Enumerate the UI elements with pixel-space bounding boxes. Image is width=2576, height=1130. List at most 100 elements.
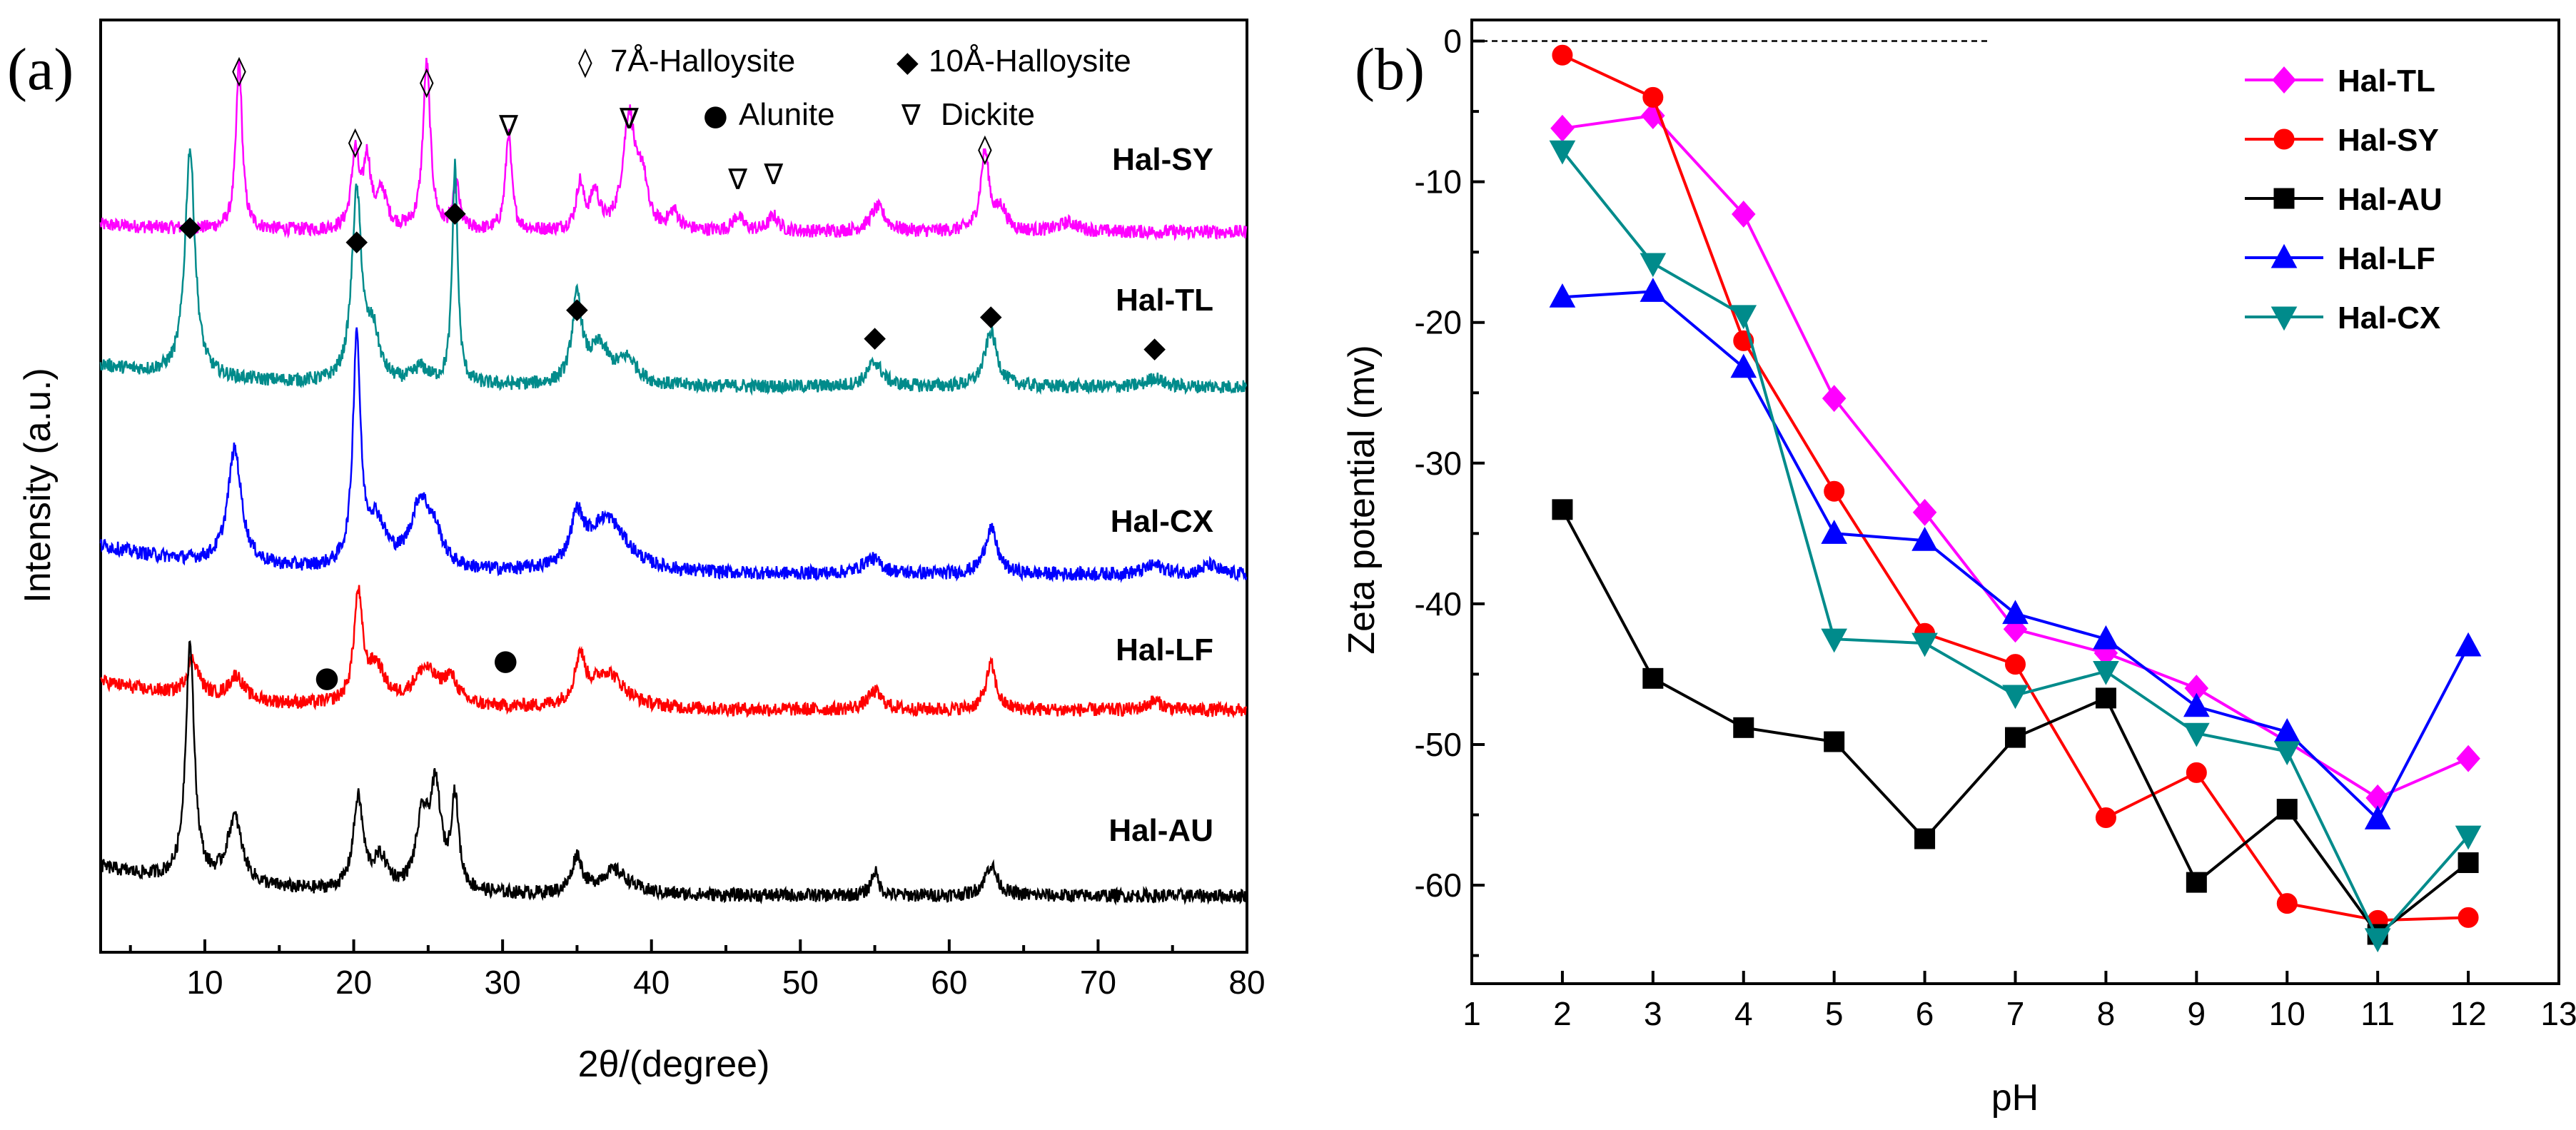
line-hal-cx: [1561, 150, 2470, 942]
point-hal-au-ph12: [2458, 852, 2479, 874]
point-hal-au-ph2: [1552, 499, 1573, 520]
legend-item-hal-tl: Hal-TL: [2245, 64, 2435, 99]
legend-alunite-label: Alunite: [739, 97, 835, 132]
point-hal-cx-ph5: [1821, 628, 1848, 653]
point-hal-au-ph7: [2005, 727, 2026, 748]
point-hal-au-ph3: [1642, 667, 1664, 689]
point-hal-sy-ph5: [1824, 480, 1845, 502]
panel-b-label: (b): [1355, 36, 1425, 103]
peak-marker-7: ◊: [978, 133, 992, 166]
legend-item-hal-sy: Hal-SY: [2245, 123, 2439, 158]
legend-10a-halloysite-symbol: ◆: [896, 46, 919, 79]
b-x-tick-label-7: 7: [2006, 995, 2025, 1032]
series-hal-lf: [1549, 278, 2482, 829]
point-hal-cx-ph10: [2273, 741, 2300, 766]
legend-item-hal-cx: Hal-CX: [2245, 301, 2440, 336]
panel-a-x-ticks: 10 20 30 40 50 60 70 80: [128, 939, 1266, 1001]
legend-label-hal-lf: Hal-LF: [2338, 241, 2435, 276]
x-tick-label-60: 60: [931, 964, 967, 1001]
point-hal-cx-ph12: [2455, 825, 2482, 850]
sample-label-hal-tl: Hal-TL: [1116, 283, 1213, 318]
panel-a-frame: [99, 19, 1248, 954]
x-tick-label-80: 80: [1228, 964, 1265, 1001]
legend-alunite-symbol: ●: [703, 99, 728, 132]
point-hal-sy-ph3: [1642, 86, 1664, 108]
point-hal-cx-ph4: [1730, 305, 1757, 330]
point-hal-sy-ph12: [2458, 907, 2479, 928]
panel-a-y-axis-label: Intensity (a.u.): [17, 368, 59, 602]
peak-marker-12: ◆: [864, 321, 886, 353]
sample-label-hal-au: Hal-AU: [1108, 813, 1213, 848]
legend-dickite-symbol: ∇: [901, 99, 921, 132]
panel-a-x-axis-label: 2θ/(degree): [578, 1044, 770, 1085]
b-x-tick-label-4: 4: [1734, 995, 1753, 1032]
line-hal-au: [1561, 508, 2470, 937]
legend-item-hal-au: Hal-AU: [2245, 182, 2443, 217]
point-hal-lf-ph9: [2183, 692, 2210, 717]
point-hal-cx-ph11: [2364, 928, 2391, 953]
legend-label-hal-cx: Hal-CX: [2338, 301, 2440, 336]
peak-marker-10: ◆: [444, 196, 466, 228]
b-y-tick-label--10: -10: [1415, 163, 1462, 201]
point-hal-au-ph10: [2276, 799, 2298, 820]
point-hal-lf-ph4: [1730, 353, 1757, 378]
series-hal-cx: [1549, 140, 2482, 953]
legend-marker-hal-tl: [2272, 66, 2296, 94]
b-y-tick-label--30: -30: [1415, 445, 1462, 482]
point-hal-cx-ph3: [1640, 253, 1667, 278]
trace-hal-au: [99, 640, 1247, 906]
b-y-tick-label--50: -50: [1415, 726, 1462, 763]
b-x-tick-label-1: 1: [1463, 995, 1481, 1032]
panel-b-y-axis-label: Zeta potential (mv): [1341, 345, 1383, 655]
point-hal-au-ph5: [1824, 731, 1845, 752]
b-x-tick-label-9: 9: [2188, 995, 2206, 1032]
trace-hal-sy: [99, 58, 1248, 241]
peak-marker-4: ∇: [619, 103, 639, 136]
point-hal-tl-ph2: [1550, 114, 1575, 142]
b-x-tick-label-10: 10: [2269, 995, 2305, 1032]
legend-7a-halloysite-label: 7Å-Halloysite: [610, 44, 795, 79]
point-hal-cx-ph9: [2183, 722, 2210, 747]
point-hal-sy-ph9: [2186, 762, 2207, 783]
legend-10a-halloysite-label: 10Å-Halloysite: [929, 44, 1131, 79]
panel-b-x-ticks: 1 2 3 4 5 6 7 8 9 10 11 12 13: [1463, 971, 2576, 1032]
point-hal-lf-ph8: [2093, 625, 2119, 650]
b-y-tick-label-0: 0: [1443, 23, 1462, 60]
point-hal-au-ph9: [2186, 872, 2207, 893]
point-hal-cx-ph7: [2002, 685, 2029, 710]
peak-marker-6: ∇: [763, 158, 783, 191]
legend-marker-hal-lf: [2271, 243, 2298, 268]
sample-label-hal-cx: Hal-CX: [1111, 504, 1213, 539]
panel-a-sample-labels: Hal-SY Hal-TL Hal-CX Hal-LF Hal-AU: [1108, 142, 1213, 848]
legend-dickite-label: Dickite: [941, 97, 1035, 132]
series-hal-au: [1552, 499, 2479, 945]
peak-marker-2: ◊: [420, 66, 434, 99]
point-hal-sy-ph10: [2276, 893, 2298, 914]
peak-marker-1: ◊: [348, 126, 363, 158]
panel-a-label: (a): [7, 36, 74, 103]
point-hal-tl-ph6: [1912, 498, 1937, 526]
panel-a-peak-markers: ◊ ◊ ◊ ∇ ∇ ∇ ∇ ◊ ◆ ◆ ◆ ◆ ◆ ◆ ◆ ● ●: [179, 54, 1166, 694]
trace-hal-cx: [99, 327, 1248, 583]
point-hal-lf-ph2: [1549, 283, 1576, 308]
point-hal-tl-ph4: [1731, 201, 1756, 228]
panel-b-frame: [1470, 19, 2560, 985]
legend-marker-hal-sy: [2273, 128, 2295, 150]
legend-label-hal-tl: Hal-TL: [2338, 64, 2435, 99]
legend-marker-hal-cx: [2271, 306, 2298, 331]
panel-b-zeta: (b) 1 2 3 4 5 6 7 8 9 10 11 12 13 0-10-20-30-40-50-6…: [1341, 19, 2576, 1119]
peak-marker-13: ◆: [980, 299, 1002, 332]
sample-label-hal-sy: Hal-SY: [1112, 142, 1213, 177]
b-x-tick-label-11: 11: [2360, 995, 2395, 1032]
sample-label-hal-lf: Hal-LF: [1116, 632, 1213, 667]
legend-marker-hal-au: [2273, 188, 2295, 209]
peak-marker-9: ◆: [345, 224, 368, 257]
point-hal-tl-ph5: [1822, 385, 1847, 413]
x-tick-label-40: 40: [633, 964, 670, 1001]
panel-b-series: [1549, 44, 2482, 953]
point-hal-cx-ph8: [2093, 660, 2119, 685]
point-hal-lf-ph11: [2364, 805, 2391, 829]
point-hal-lf-ph3: [1640, 278, 1667, 302]
legend-label-hal-sy: Hal-SY: [2338, 123, 2439, 158]
